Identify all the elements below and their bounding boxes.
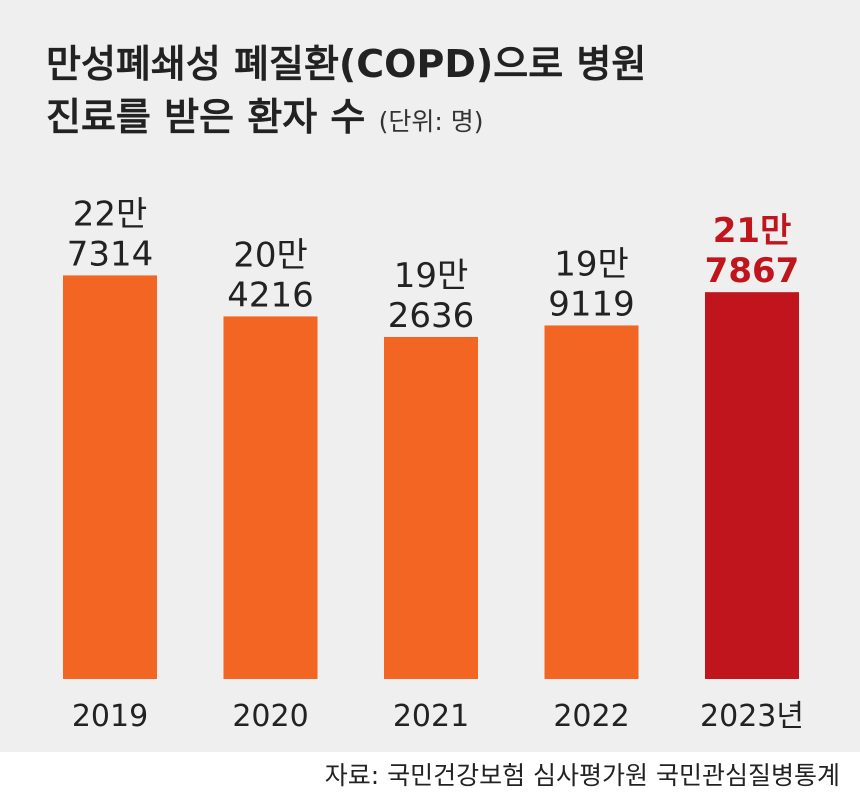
value-label-2023년-line2: 7867 (705, 251, 800, 291)
chart-title-text: 진료를 받은 환자 수 (46, 95, 366, 139)
value-label-2020-line1: 20만 (233, 235, 308, 275)
value-label-2022-line2: 9119 (548, 284, 635, 324)
chart-panel: 만성폐쇄성 폐질환(COPD)으로 병원 진료를 받은 환자 수 (단위: 명)… (0, 0, 860, 752)
chart-title-line-1: 만성폐쇄성 폐질환(COPD)으로 병원 (46, 42, 647, 86)
value-label-2019-line1: 22만 (73, 194, 148, 234)
value-label-2021-line2: 2636 (388, 296, 475, 336)
value-label-2022-line1: 19만 (554, 244, 629, 284)
bar-chart: 22만7314201920만4216202019만2636202119만9119… (63, 194, 804, 734)
value-label-2020-line2: 4216 (227, 275, 314, 315)
bar-2023년 (705, 292, 799, 679)
category-label-2021: 2021 (393, 699, 469, 734)
bar-2020 (223, 316, 318, 679)
chart-title-line-2: 진료를 받은 환자 수 (단위: 명) (46, 95, 484, 144)
value-label-2023년-line1: 21만 (713, 211, 792, 251)
category-label-2020: 2020 (232, 699, 308, 734)
bar-2019 (63, 275, 157, 679)
unit-label: (단위: 명) (378, 107, 484, 136)
bar-2022 (544, 325, 639, 679)
category-label-2023년: 2023년 (700, 699, 804, 734)
value-label-2019-line2: 7314 (67, 234, 154, 274)
category-label-2022: 2022 (553, 699, 629, 734)
source-note: 자료: 국민건강보험 심사평가원 국민관심질병통계 (324, 761, 840, 790)
category-label-2019: 2019 (72, 699, 148, 734)
bar-2021 (384, 336, 478, 679)
value-label-2021-line1: 19만 (394, 256, 469, 296)
